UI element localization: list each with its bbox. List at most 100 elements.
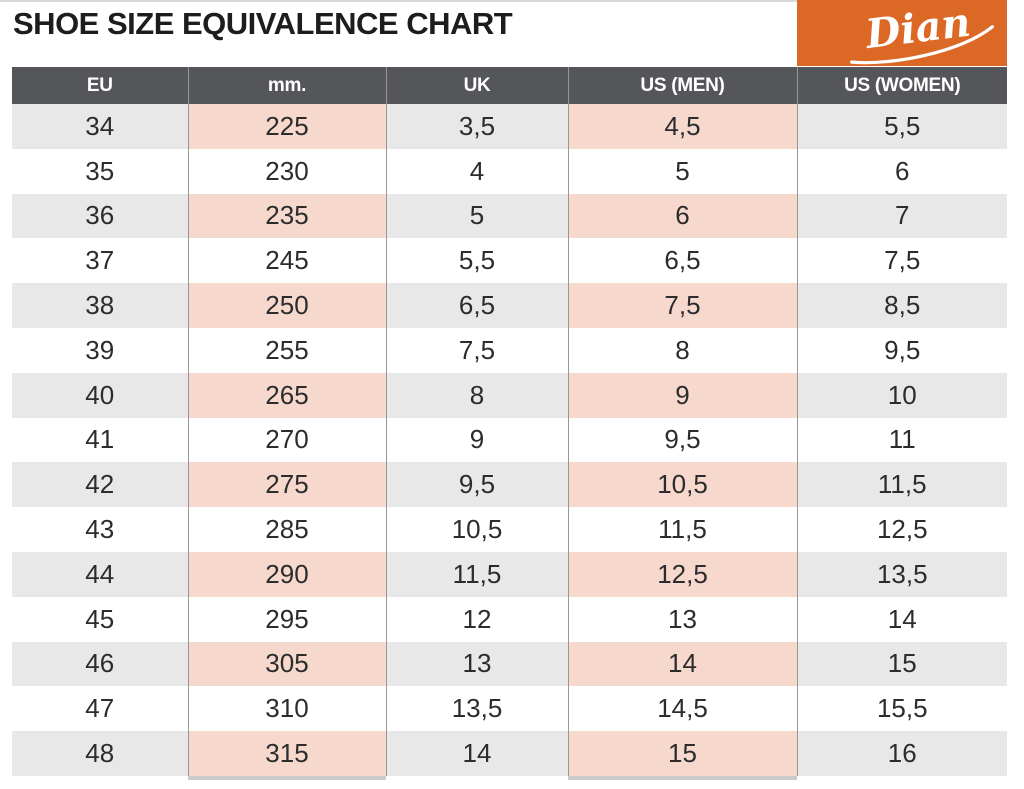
- cell-us-women: 9,5: [796, 327, 1007, 373]
- cell-us-women: 5,5: [796, 104, 1007, 149]
- size-table-body: 34 225 3,5 4,5 5,5 35 230 4 5 6 36 235 5 6 7 37 245 5,5 6,…: [12, 104, 1007, 776]
- table-row: 40 265 8 9 10: [12, 372, 1007, 418]
- cell-uk: 11,5: [385, 551, 568, 597]
- page-title: SHOE SIZE EQUIVALENCE CHART: [13, 6, 513, 41]
- column-header-us-women: US (WOMEN): [796, 67, 1007, 104]
- cell-us-men: 11,5: [567, 507, 797, 552]
- cell-us-men: 6: [567, 193, 797, 239]
- cell-us-women: 7,5: [796, 238, 1007, 284]
- cell-eu: 46: [12, 641, 188, 687]
- cell-us-men: 14: [567, 641, 797, 687]
- table-row: 41 270 9 9,5 11: [12, 417, 1007, 463]
- cell-eu: 43: [12, 507, 188, 552]
- cell-us-men: 9: [567, 372, 797, 418]
- cell-mm: 285: [187, 507, 386, 552]
- cell-mm: 315: [187, 731, 386, 776]
- cell-us-women: 7: [796, 193, 1007, 239]
- cell-eu: 36: [12, 193, 188, 239]
- cell-us-men: 7,5: [567, 283, 797, 328]
- cell-mm: 265: [187, 372, 386, 418]
- table-row: 44 290 11,5 12,5 13,5: [12, 551, 1007, 597]
- cell-uk: 3,5: [385, 104, 568, 149]
- table-row: 46 305 13 14 15: [12, 641, 1007, 687]
- cell-us-men: 5: [567, 148, 797, 194]
- cell-uk: 8: [385, 372, 568, 418]
- cell-eu: 35: [12, 148, 188, 194]
- cell-uk: 14: [385, 731, 568, 776]
- cell-us-men: 4,5: [567, 104, 797, 149]
- column-header-eu: EU: [12, 67, 188, 104]
- cell-uk: 10,5: [385, 507, 568, 552]
- cell-eu: 48: [12, 731, 188, 776]
- column-header-mm: mm.: [187, 67, 386, 104]
- brand-logo: Dian: [797, 0, 1007, 66]
- cell-eu: 45: [12, 596, 188, 642]
- cell-us-men: 6,5: [567, 238, 797, 284]
- table-row: 47 310 13,5 14,5 15,5: [12, 686, 1007, 732]
- table-row: 36 235 5 6 7: [12, 193, 1007, 239]
- cell-mm: 290: [187, 551, 386, 597]
- cell-eu: 44: [12, 551, 188, 597]
- cell-us-women: 11: [796, 417, 1007, 463]
- cell-mm: 245: [187, 238, 386, 284]
- cell-us-women: 16: [796, 731, 1007, 776]
- table-row: 42 275 9,5 10,5 11,5: [12, 462, 1007, 508]
- cell-mm: 235: [187, 193, 386, 239]
- column-shadow-us-men: [568, 776, 797, 780]
- cell-eu: 42: [12, 462, 188, 508]
- size-table: EU mm. UK US (MEN) US (WOMEN) 34 225 3,5 4,…: [12, 67, 1007, 776]
- cell-us-women: 12,5: [796, 507, 1007, 552]
- cell-mm: 225: [187, 104, 386, 149]
- cell-mm: 270: [187, 417, 386, 463]
- cell-eu: 37: [12, 238, 188, 284]
- table-row: 37 245 5,5 6,5 7,5: [12, 238, 1007, 284]
- cell-uk: 13,5: [385, 686, 568, 732]
- cell-us-women: 15: [796, 641, 1007, 687]
- cell-mm: 255: [187, 327, 386, 373]
- table-row: 39 255 7,5 8 9,5: [12, 327, 1007, 373]
- cell-uk: 12: [385, 596, 568, 642]
- cell-eu: 39: [12, 327, 188, 373]
- cell-us-women: 6: [796, 148, 1007, 194]
- cell-eu: 40: [12, 372, 188, 418]
- table-row: 34 225 3,5 4,5 5,5: [12, 104, 1007, 149]
- cell-us-women: 13,5: [796, 551, 1007, 597]
- column-header-us-men: US (MEN): [567, 67, 797, 104]
- cell-us-men: 13: [567, 596, 797, 642]
- cell-uk: 5: [385, 193, 568, 239]
- table-row: 38 250 6,5 7,5 8,5: [12, 283, 1007, 328]
- cell-us-men: 8: [567, 327, 797, 373]
- cell-us-men: 12,5: [567, 551, 797, 597]
- table-row: 45 295 12 13 14: [12, 596, 1007, 642]
- logo-underline-flourish: [850, 25, 995, 65]
- table-row: 35 230 4 5 6: [12, 148, 1007, 194]
- header-row: EU mm. UK US (MEN) US (WOMEN): [12, 67, 1007, 104]
- cell-uk: 5,5: [385, 238, 568, 284]
- cell-eu: 41: [12, 417, 188, 463]
- cell-eu: 34: [12, 104, 188, 149]
- cell-uk: 6,5: [385, 283, 568, 328]
- cell-us-women: 8,5: [796, 283, 1007, 328]
- brand-logo-graphic: Dian: [850, 0, 995, 65]
- cell-eu: 38: [12, 283, 188, 328]
- cell-mm: 305: [187, 641, 386, 687]
- cell-mm: 230: [187, 148, 386, 194]
- cell-us-men: 14,5: [567, 686, 797, 732]
- cell-us-men: 10,5: [567, 462, 797, 508]
- cell-uk: 7,5: [385, 327, 568, 373]
- cell-us-men: 9,5: [567, 417, 797, 463]
- brand-logo-text: Dian: [862, 0, 973, 58]
- cell-uk: 4: [385, 148, 568, 194]
- cell-mm: 250: [187, 283, 386, 328]
- top-divider: [0, 0, 797, 2]
- cell-uk: 9,5: [385, 462, 568, 508]
- column-shadow-mm: [188, 776, 386, 780]
- cell-us-women: 11,5: [796, 462, 1007, 508]
- cell-uk: 13: [385, 641, 568, 687]
- table-row: 43 285 10,5 11,5 12,5: [12, 507, 1007, 552]
- cell-uk: 9: [385, 417, 568, 463]
- cell-eu: 47: [12, 686, 188, 732]
- cell-us-women: 14: [796, 596, 1007, 642]
- cell-mm: 295: [187, 596, 386, 642]
- cell-us-women: 15,5: [796, 686, 1007, 732]
